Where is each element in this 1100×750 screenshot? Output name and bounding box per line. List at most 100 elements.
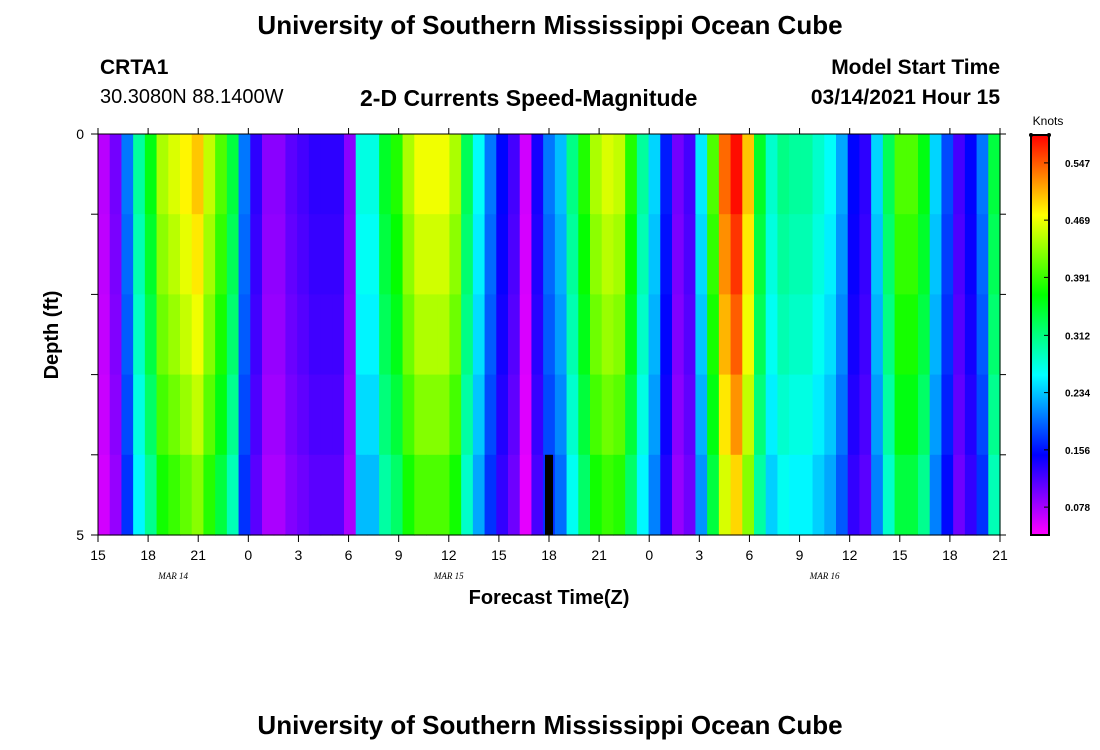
heatmap-cell (262, 454, 275, 536)
heatmap-cell (613, 454, 626, 536)
heatmap-cell (882, 214, 896, 295)
heatmap-cell (461, 214, 474, 295)
heatmap-cell (344, 454, 357, 536)
x-tick-label: 15 (491, 547, 507, 563)
heatmap-cell (531, 294, 544, 376)
heatmap-cell (519, 134, 533, 215)
heatmap-cell (941, 134, 954, 215)
heatmap-cell (215, 374, 228, 456)
heatmap-cell (836, 454, 849, 536)
heatmap-cell (777, 134, 790, 215)
heatmap-cell (976, 374, 989, 456)
heatmap-cell (953, 454, 966, 536)
station-coordinates: 30.3080N 88.1400W (100, 86, 284, 108)
heatmap-cell (859, 374, 872, 456)
heatmap-cell (285, 374, 298, 456)
heatmap-cell (379, 454, 392, 536)
footer-title: University of Southern Mississippi Ocean… (257, 710, 843, 740)
heatmap-cell (98, 454, 111, 536)
heatmap-cell (238, 214, 251, 295)
colorbar: 0.078 0.156 0.234 0.312 0.391 0.469 0.547 (1029, 133, 1090, 536)
heatmap-cell (765, 134, 779, 215)
heatmap-cell (566, 374, 579, 456)
heatmap-cell (765, 214, 779, 295)
heatmap-cell (426, 214, 439, 295)
heatmap-cell (109, 374, 123, 456)
heatmap-cell (472, 214, 486, 295)
heatmap-cell (519, 454, 533, 536)
colorbar-tick-label: 0.469 (1065, 216, 1090, 227)
heatmap-cell (332, 134, 345, 215)
heatmap-cell (531, 454, 544, 536)
colorbar-tick-label: 0.156 (1065, 446, 1090, 457)
heatmap-cell (871, 294, 884, 376)
heatmap-cell (789, 454, 802, 536)
y-tick-label: 5 (76, 527, 84, 543)
heatmap-cell (718, 294, 732, 376)
heatmap-cell (344, 294, 357, 376)
heatmap-cell (953, 134, 966, 215)
heatmap-cell (683, 374, 697, 456)
heatmap-cell (414, 454, 427, 536)
heatmap-cell (496, 374, 509, 456)
heatmap-cell (531, 134, 544, 215)
heatmap-cell (449, 134, 462, 215)
heatmap-cell (250, 374, 263, 456)
heatmap-cell (601, 294, 615, 376)
y-tick-label: 0 (76, 126, 84, 142)
heatmap-cell (964, 454, 978, 536)
heatmap-cell (262, 294, 275, 376)
x-tick-label: 0 (244, 547, 252, 563)
heatmap-cell (625, 454, 638, 536)
heatmap-cell (648, 374, 661, 456)
heatmap-cell (765, 374, 779, 456)
heatmap-cell (156, 294, 169, 376)
heatmap-cell (355, 214, 369, 295)
heatmap-cell (496, 294, 509, 376)
heatmap-cell (836, 294, 849, 376)
heatmap-cell (894, 374, 907, 456)
heatmap-cell (742, 134, 755, 215)
heatmap-cell (836, 374, 849, 456)
heatmap-cell (730, 134, 743, 215)
heatmap-cell (203, 454, 216, 536)
heatmap-cell (824, 454, 837, 536)
heatmap-cell (109, 294, 123, 376)
heatmap-cell (133, 454, 146, 536)
heatmap-cell (906, 294, 919, 376)
x-axis-label: Forecast Time(Z) (469, 587, 630, 609)
heatmap-cell (402, 294, 415, 376)
heatmap-cell (906, 214, 919, 295)
heatmap-cell (98, 214, 111, 295)
heatmap-cell (379, 214, 392, 295)
heatmap-cell (765, 294, 779, 376)
y-axis-label: Depth (ft) (41, 291, 63, 380)
heatmap-cell (847, 454, 861, 536)
heatmap-cell (824, 294, 837, 376)
heatmap-cell (367, 454, 380, 536)
heatmap-cell (754, 214, 767, 295)
heatmap-cell (566, 134, 579, 215)
heatmap-cell (812, 214, 825, 295)
heatmap-cell (859, 214, 872, 295)
heatmap-cell (472, 134, 486, 215)
heatmap-cell (402, 454, 415, 536)
heatmap-cell (144, 454, 158, 536)
heatmap-cell (824, 214, 837, 295)
x-tick-label: 21 (992, 547, 1008, 563)
heatmap-cell (964, 214, 978, 295)
heatmap-cell (250, 214, 263, 295)
heatmap-cell (133, 134, 146, 215)
heatmap-cell (414, 134, 427, 215)
heatmap-cell (379, 134, 392, 215)
x-tick-label: 12 (441, 547, 457, 563)
heatmap-cell (683, 134, 697, 215)
heatmap-cell (203, 374, 216, 456)
heatmap-cell (707, 454, 720, 536)
heatmap-cell (601, 134, 615, 215)
heatmap-cell (285, 134, 298, 215)
heatmap-cell (543, 294, 556, 376)
heatmap-cell (144, 374, 158, 456)
heatmap-cell (636, 374, 650, 456)
